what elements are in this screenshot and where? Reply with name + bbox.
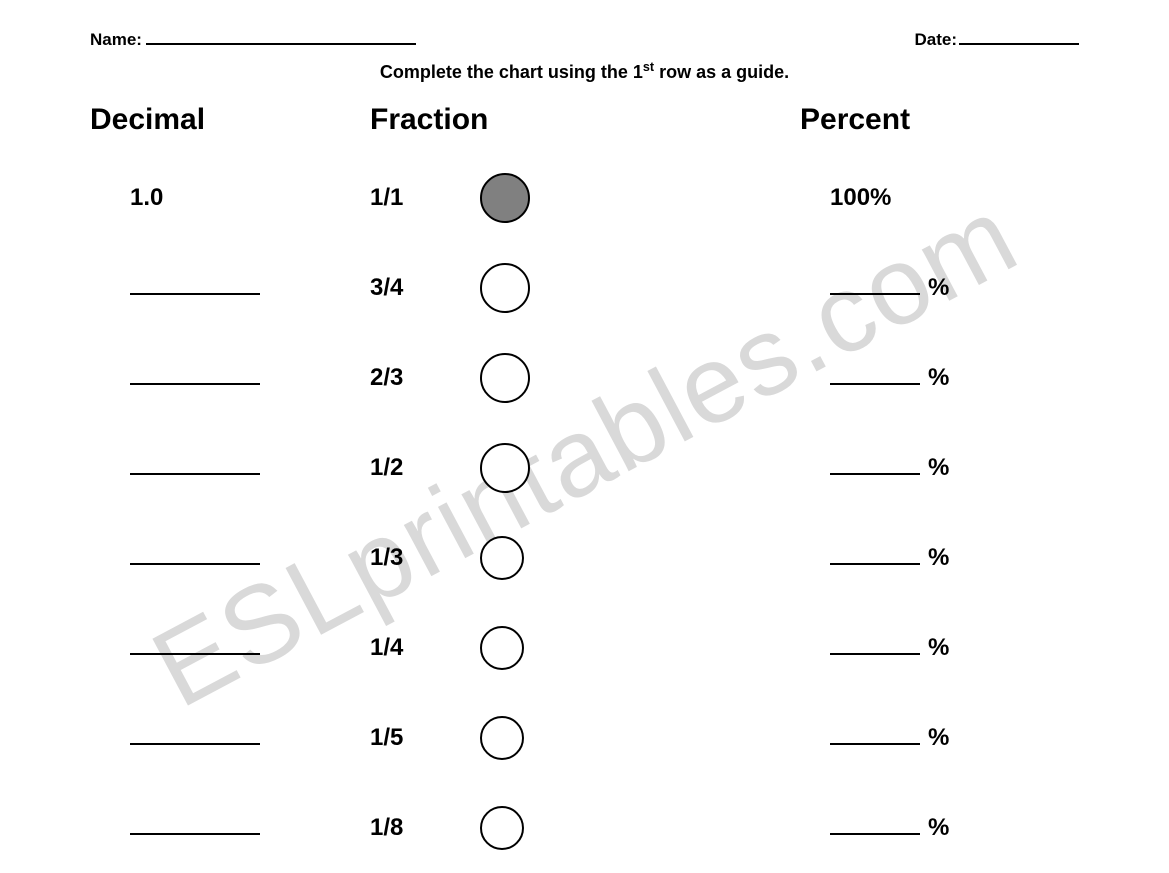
decimal-blank[interactable] <box>130 743 260 745</box>
table-row: 1.0 1/1 100% <box>90 153 1079 243</box>
decimal-cell <box>90 274 370 302</box>
percent-cell: % <box>740 724 1079 752</box>
fraction-circle-icon[interactable] <box>480 263 530 313</box>
decimal-cell <box>90 364 370 392</box>
fraction-circle-icon[interactable] <box>480 716 524 760</box>
instruction-suffix: row as a guide. <box>654 62 789 82</box>
table-row: 1/8% <box>90 783 1079 873</box>
decimal-blank[interactable] <box>130 383 260 385</box>
decimal-cell: 1.0 <box>90 184 370 212</box>
percent-cell: % <box>740 364 1079 392</box>
fraction-cell: 1/4 <box>370 626 740 670</box>
header-decimal: Decimal <box>90 103 370 137</box>
fraction-cell: 2/3 <box>370 353 740 403</box>
percent-cell: % <box>740 634 1079 662</box>
date-section: Date: <box>914 30 1079 50</box>
percent-value: 100% <box>830 184 891 212</box>
fraction-value: 1/5 <box>370 724 480 752</box>
percent-cell: % <box>740 454 1079 482</box>
percent-cell: 100% <box>740 184 1079 212</box>
fraction-cell: 1/1 <box>370 173 740 223</box>
fraction-value: 1/4 <box>370 634 480 662</box>
instruction-prefix: Complete the chart using the 1 <box>380 62 643 82</box>
percent-blank[interactable] <box>830 563 920 565</box>
percent-blank[interactable] <box>830 293 920 295</box>
date-blank[interactable] <box>959 43 1079 45</box>
percent-sign: % <box>928 544 949 572</box>
decimal-blank[interactable] <box>130 293 260 295</box>
fraction-value: 1/2 <box>370 454 480 482</box>
fraction-circle-icon[interactable] <box>480 536 524 580</box>
fraction-cell: 1/5 <box>370 716 740 760</box>
fraction-circle-icon[interactable] <box>480 353 530 403</box>
decimal-cell <box>90 724 370 752</box>
percent-sign: % <box>928 274 949 302</box>
percent-sign: % <box>928 454 949 482</box>
percent-sign: % <box>928 814 949 842</box>
decimal-value: 1.0 <box>130 184 163 211</box>
percent-blank[interactable] <box>830 383 920 385</box>
decimal-blank[interactable] <box>130 473 260 475</box>
table-row: 1/3% <box>90 513 1079 603</box>
fraction-circle-icon[interactable] <box>480 173 530 223</box>
fraction-circle-icon[interactable] <box>480 443 530 493</box>
table-row: 1/5% <box>90 693 1079 783</box>
percent-cell: % <box>740 274 1079 302</box>
instruction-text: Complete the chart using the 1st row as … <box>90 60 1079 83</box>
column-headers: Decimal Fraction Percent <box>90 103 1079 137</box>
fraction-value: 1/1 <box>370 184 480 212</box>
header-percent: Percent <box>740 103 1079 137</box>
fraction-cell: 1/2 <box>370 443 740 493</box>
table-row: 2/3% <box>90 333 1079 423</box>
decimal-cell <box>90 544 370 572</box>
decimal-cell <box>90 634 370 662</box>
fraction-value: 2/3 <box>370 364 480 392</box>
fraction-cell: 1/8 <box>370 806 740 850</box>
fraction-cell: 3/4 <box>370 263 740 313</box>
decimal-cell <box>90 814 370 842</box>
date-label: Date: <box>914 30 957 50</box>
decimal-blank[interactable] <box>130 653 260 655</box>
table-row: 1/4% <box>90 603 1079 693</box>
header-fraction: Fraction <box>370 103 740 137</box>
fraction-circle-icon[interactable] <box>480 806 524 850</box>
name-label: Name: <box>90 30 142 50</box>
name-blank[interactable] <box>146 43 416 45</box>
percent-blank[interactable] <box>830 743 920 745</box>
percent-blank[interactable] <box>830 833 920 835</box>
instruction-sup: st <box>643 60 654 74</box>
decimal-blank[interactable] <box>130 833 260 835</box>
name-section: Name: <box>90 30 416 50</box>
percent-blank[interactable] <box>830 653 920 655</box>
decimal-cell <box>90 454 370 482</box>
rows-container: 1.01/1100%3/4%2/3%1/2%1/3%1/4%1/5%1/8% <box>90 153 1079 873</box>
table-row: 3/4% <box>90 243 1079 333</box>
percent-blank[interactable] <box>830 473 920 475</box>
fraction-cell: 1/3 <box>370 536 740 580</box>
fraction-value: 1/8 <box>370 814 480 842</box>
percent-cell: % <box>740 814 1079 842</box>
fraction-value: 1/3 <box>370 544 480 572</box>
percent-sign: % <box>928 634 949 662</box>
decimal-blank[interactable] <box>130 563 260 565</box>
fraction-circle-icon[interactable] <box>480 626 524 670</box>
percent-cell: % <box>740 544 1079 572</box>
fraction-value: 3/4 <box>370 274 480 302</box>
percent-sign: % <box>928 364 949 392</box>
table-row: 1/2% <box>90 423 1079 513</box>
header-line: Name: Date: <box>90 30 1079 50</box>
percent-sign: % <box>928 724 949 752</box>
